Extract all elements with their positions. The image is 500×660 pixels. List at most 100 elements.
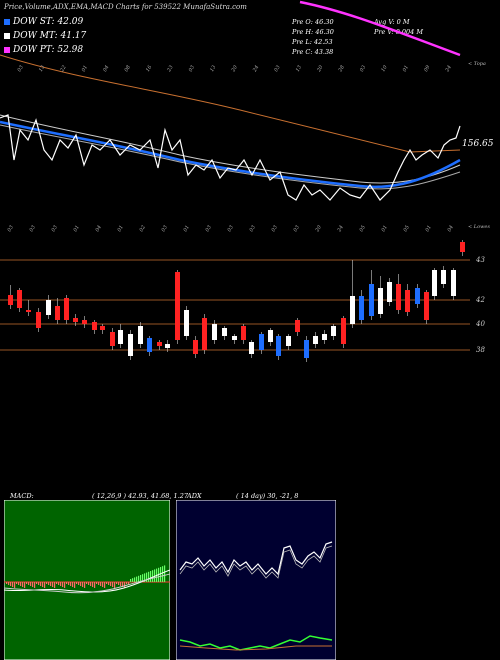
stat-low: Pre L: 42.53 xyxy=(292,38,333,46)
macd-hist-bar xyxy=(132,578,134,582)
macd-hist-bar xyxy=(6,582,8,584)
candle xyxy=(259,334,264,350)
candle xyxy=(212,324,217,340)
macd-hist-bar xyxy=(22,582,24,587)
macd-hist-bar xyxy=(78,582,80,585)
candle xyxy=(222,328,227,336)
stat-high: Pre H: 46.30 xyxy=(292,28,334,36)
candle xyxy=(295,320,300,332)
legend-label: DOW MT: 41.17 xyxy=(13,31,87,41)
candle xyxy=(165,344,170,348)
macd-hist-bar xyxy=(18,582,20,585)
top-date-row: 03 13 22 01 04 08 16 23 03 13 20 24 03 13 20 28 03 10 01 09… xyxy=(17,64,453,74)
legend-label: DOW ST: 42.09 xyxy=(13,17,84,27)
date-tick: 24 xyxy=(251,64,260,73)
macd-hist-bar xyxy=(140,575,142,582)
level-label-38: 38 xyxy=(476,346,485,354)
macd-hist-bar xyxy=(42,582,44,587)
candle xyxy=(138,326,143,344)
date-tick: 04 xyxy=(447,224,455,233)
candle xyxy=(73,318,78,322)
stat-open: Pre O: 46.30 xyxy=(292,18,334,26)
dow-st-line xyxy=(0,120,461,189)
macd-hist-bar xyxy=(116,582,118,584)
macd-hist-bar xyxy=(40,582,42,586)
candle xyxy=(100,326,105,330)
macd-hist-bar xyxy=(60,582,62,586)
macd-hist-bar xyxy=(64,582,66,588)
bottom-caption: < Lowes xyxy=(468,224,490,230)
macd-hist-bar xyxy=(162,566,164,582)
candle xyxy=(341,318,346,344)
candle xyxy=(26,310,31,312)
date-tick: 20 xyxy=(230,64,239,74)
macd-hist-bar xyxy=(48,582,50,585)
macd-hist-bar xyxy=(70,582,72,586)
macd-hist-bar xyxy=(16,582,18,584)
candle xyxy=(17,290,22,308)
macd-hist-bar xyxy=(130,579,132,582)
date-tick: 10 xyxy=(380,64,389,73)
macd-hist-bar xyxy=(126,582,128,584)
macd-hist-bar xyxy=(88,582,90,585)
date-tick: 03 xyxy=(273,64,281,73)
candle xyxy=(118,330,123,344)
macd-hist-bar xyxy=(142,574,144,582)
candle xyxy=(92,322,97,330)
candle xyxy=(322,334,327,340)
legend-swatch-pt xyxy=(4,46,10,53)
legend-swatch-mt xyxy=(4,32,10,39)
candle xyxy=(82,320,87,324)
ema-panel: < Topa < Lowes 156.65 03 13 22 01 04 08 16 23 03… xyxy=(0,0,494,234)
candle xyxy=(110,332,115,346)
macd-hist-bar xyxy=(34,582,36,588)
candle xyxy=(184,310,189,336)
macd-hist-bar xyxy=(106,582,108,584)
date-tick: 03 xyxy=(7,224,15,233)
date-tick: 13 xyxy=(295,64,303,73)
macd-hist-bar xyxy=(118,582,120,585)
macd-hist-bar xyxy=(24,582,26,588)
candle xyxy=(378,288,383,314)
adx-line xyxy=(179,635,333,651)
date-tick: 05 xyxy=(403,224,411,233)
macd-hist-bar xyxy=(112,582,114,587)
top-caption: < Topa xyxy=(468,61,486,67)
date-tick: 24 xyxy=(444,64,453,73)
candle xyxy=(55,306,60,320)
macd-hist-bar xyxy=(74,582,76,588)
candle xyxy=(350,296,355,324)
date-tick: 13 xyxy=(209,64,217,73)
macd-hist-bar xyxy=(76,582,78,584)
macd-hist-bar xyxy=(152,570,154,582)
macd-hist-bar xyxy=(10,582,12,586)
candle xyxy=(202,318,207,350)
date-tick: 03 xyxy=(29,224,37,233)
chart-title: Price,Volume,ADX,EMA,MACD Charts for 539… xyxy=(4,3,247,11)
candle xyxy=(276,336,281,356)
level-label-40: 40 xyxy=(475,320,485,328)
candle xyxy=(369,284,374,316)
dow-mt-line-2 xyxy=(0,124,461,190)
macd-hist-bar xyxy=(136,576,138,582)
stats-col1: Pre O: 46.30 Pre H: 46.30 Pre L: 42.53 P… xyxy=(292,17,334,57)
date-tick: 24 xyxy=(336,224,345,233)
candle xyxy=(432,270,437,296)
macd-panel xyxy=(4,500,170,660)
macd-hist-bar xyxy=(102,582,104,587)
adx-brown-line xyxy=(179,645,332,651)
macd-hist-bar xyxy=(54,582,56,588)
date-tick: 09 xyxy=(423,64,432,73)
date-tick: 01 xyxy=(81,64,89,73)
macd-hist-bar xyxy=(26,582,28,584)
macd-histogram xyxy=(6,565,166,588)
price-line xyxy=(0,114,461,201)
date-tick: 03 xyxy=(188,64,196,73)
macd-hist-bar xyxy=(66,582,68,584)
date-tick: 23 xyxy=(166,64,175,73)
date-tick: 28 xyxy=(337,64,346,73)
dow-mt-line xyxy=(0,114,461,184)
macd-hist-bar xyxy=(82,582,84,587)
date-tick: 01 xyxy=(402,64,410,73)
date-tick: 01 xyxy=(425,224,433,233)
